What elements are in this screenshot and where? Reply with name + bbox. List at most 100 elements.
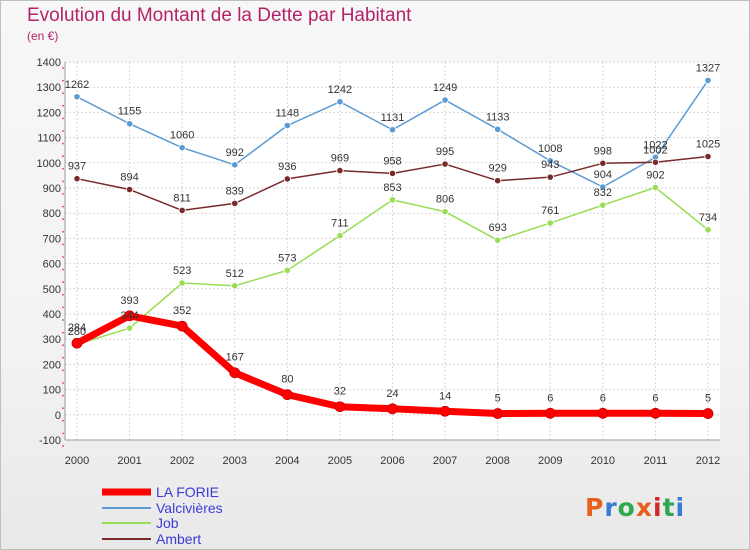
minor-tick — [62, 92, 64, 95]
data-label: 523 — [173, 265, 191, 277]
minor-tick — [62, 407, 64, 410]
y-tick-label: 1300 — [37, 82, 61, 94]
data-label: 352 — [173, 305, 191, 317]
data-point — [702, 408, 714, 419]
y-tick-label: -100 — [39, 435, 61, 447]
data-point — [651, 158, 660, 166]
x-tick-label: 2001 — [117, 455, 141, 467]
data-label: 711 — [331, 218, 349, 230]
x-tick-label: 2003 — [223, 455, 247, 467]
data-point — [73, 175, 81, 183]
minor-tick — [62, 331, 64, 334]
data-label: 761 — [541, 205, 559, 217]
minor-tick — [62, 180, 64, 183]
data-label: 943 — [541, 159, 559, 171]
data-point — [334, 401, 346, 413]
minor-tick — [62, 445, 64, 447]
data-label: 853 — [383, 182, 401, 194]
x-tick-label: 2006 — [380, 455, 404, 467]
data-label: 80 — [281, 374, 293, 386]
data-point — [494, 236, 502, 244]
y-tick-label: 1200 — [37, 107, 61, 119]
data-point — [704, 152, 712, 161]
x-tick-label: 2010 — [591, 455, 615, 467]
data-label: 24 — [386, 388, 398, 400]
data-label: 573 — [278, 252, 296, 264]
data-label: 1022 — [643, 139, 667, 151]
y-tick-label: 1100 — [37, 133, 61, 145]
x-tick-label: 2008 — [485, 455, 509, 467]
minor-tick — [62, 382, 64, 384]
minor-tick — [62, 130, 64, 132]
data-point — [494, 125, 502, 133]
minor-tick — [62, 356, 64, 359]
data-label: 902 — [646, 169, 664, 181]
data-point — [71, 337, 83, 349]
data-label: 344 — [120, 310, 138, 322]
minor-tick — [62, 218, 64, 221]
minor-tick — [62, 104, 64, 107]
minor-tick — [62, 394, 64, 397]
minor-tick — [62, 306, 64, 309]
data-label: 393 — [120, 295, 138, 307]
data-point — [231, 282, 239, 290]
data-label: 1327 — [696, 62, 720, 74]
data-point — [283, 121, 291, 130]
x-tick-label: 2009 — [538, 455, 562, 467]
data-label: 839 — [226, 185, 244, 197]
data-point — [178, 206, 186, 215]
x-tick-label: 2005 — [328, 455, 352, 467]
data-label: 1131 — [381, 112, 405, 124]
data-point — [388, 126, 397, 134]
data-point — [441, 160, 449, 168]
data-label: 1148 — [276, 108, 300, 120]
data-point — [229, 367, 241, 379]
data-label: 904 — [594, 169, 612, 181]
data-label: 280 — [68, 326, 86, 338]
data-label: 1155 — [118, 106, 142, 118]
data-label: 811 — [173, 192, 191, 204]
data-point — [599, 201, 607, 209]
data-point — [231, 199, 239, 207]
data-point — [125, 185, 134, 194]
x-tick-label: 2007 — [433, 455, 457, 467]
legend-label: Ambert — [156, 531, 201, 547]
data-point — [546, 157, 554, 165]
data-point — [281, 389, 293, 401]
data-label: 806 — [436, 194, 454, 206]
y-tick-label: 700 — [43, 233, 61, 245]
y-tick-label: 100 — [43, 385, 61, 397]
data-point — [336, 167, 344, 175]
data-label: 1133 — [486, 111, 510, 123]
y-tick-label: 1400 — [37, 57, 61, 69]
minor-tick — [62, 155, 64, 158]
data-point — [231, 161, 239, 169]
x-tick-label: 2004 — [275, 455, 299, 467]
minor-tick — [62, 117, 64, 120]
y-tick-label: 400 — [43, 309, 61, 321]
data-label: 894 — [120, 172, 138, 184]
data-point — [178, 144, 186, 152]
data-point — [441, 208, 449, 216]
data-label: 6 — [652, 392, 658, 404]
data-label: 937 — [68, 161, 86, 173]
y-tick-label: 600 — [43, 259, 61, 271]
data-label: 936 — [278, 161, 296, 173]
data-label: 832 — [594, 187, 612, 199]
data-point — [546, 173, 554, 181]
data-label: 995 — [436, 146, 454, 158]
data-label: 693 — [488, 222, 506, 234]
minor-tick — [62, 67, 64, 69]
minor-tick — [62, 79, 64, 82]
data-label: 1025 — [696, 139, 720, 151]
minor-tick — [62, 243, 64, 246]
data-label: 929 — [488, 163, 506, 175]
data-point — [492, 408, 504, 419]
data-point — [651, 183, 660, 192]
chart-subtitle: (en €) — [27, 29, 59, 43]
data-label: 6 — [600, 392, 606, 404]
data-point — [388, 169, 397, 177]
minor-tick — [62, 281, 64, 284]
